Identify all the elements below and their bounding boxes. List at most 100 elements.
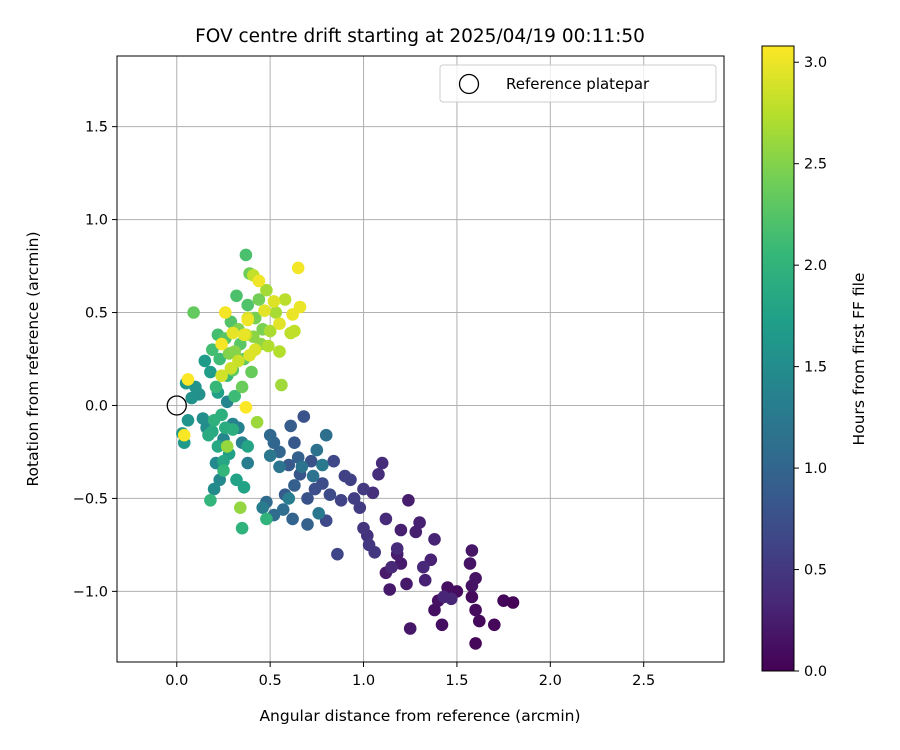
data-point: [465, 590, 479, 604]
y-tick-label: −1.0: [73, 584, 108, 600]
data-point: [304, 454, 318, 468]
data-point: [276, 503, 290, 516]
data-point: [379, 512, 393, 526]
data-point: [312, 507, 326, 520]
x-axis-label: Angular distance from reference (arcmin): [259, 707, 580, 725]
data-point: [469, 603, 482, 617]
data-point: [323, 488, 337, 502]
y-tick-label: 1.5: [85, 120, 108, 136]
colorbar-tick-label: 2.0: [804, 258, 827, 274]
data-point: [181, 414, 195, 427]
data-point: [206, 343, 219, 357]
y-tick-label: 1.0: [85, 213, 108, 229]
data-point: [263, 428, 277, 442]
legend-entry-label: Reference platepar: [506, 75, 650, 93]
colorbar-label: Hours from first FF file: [850, 273, 868, 446]
data-point: [469, 637, 482, 650]
data-point: [488, 618, 501, 632]
data-point: [228, 389, 241, 403]
x-tick-label: 0.0: [165, 673, 188, 689]
data-point: [235, 521, 249, 535]
data-point: [262, 339, 275, 353]
data-point: [357, 482, 370, 496]
colorbar-gradient: [761, 45, 795, 672]
grid: [117, 56, 724, 662]
data-point: [237, 328, 251, 342]
data-point: [435, 618, 449, 632]
data-point: [260, 283, 273, 297]
x-tick-label: 2.0: [539, 673, 562, 689]
data-point: [269, 306, 283, 319]
data-point: [217, 454, 230, 468]
colorbar-ticks: 0.0 0.5 1.0 1.5 2.0 2.5 3.0: [794, 55, 827, 680]
colorbar-tick-label: 0.5: [804, 563, 827, 579]
colorbar-tick-label: 2.5: [804, 157, 827, 173]
data-point: [256, 501, 270, 514]
y-axis-label: Rotation from reference (arcmin): [24, 231, 42, 486]
data-point: [202, 428, 215, 442]
data-point: [263, 449, 277, 463]
y-tick-label: 0.0: [85, 398, 108, 414]
data-point: [316, 458, 329, 472]
data-point: [469, 572, 482, 585]
data-point: [177, 428, 191, 442]
data-point: [217, 464, 230, 477]
data-point: [506, 596, 520, 609]
data-point: [241, 456, 254, 470]
data-point: [252, 274, 266, 288]
data-point: [473, 614, 486, 628]
colorbar-tick-label: 1.5: [804, 360, 827, 376]
data-point: [445, 592, 458, 606]
data-point: [196, 412, 210, 425]
data-point: [273, 317, 286, 331]
data-point: [273, 460, 286, 474]
data-point: [383, 583, 397, 596]
data-point: [219, 306, 232, 319]
data-point: [239, 401, 253, 414]
data-point: [319, 428, 333, 442]
data-point: [239, 248, 253, 262]
data-point: [417, 560, 430, 574]
data-point: [400, 577, 413, 591]
data-point: [258, 304, 271, 318]
plot-frame: [116, 55, 725, 663]
data-point: [301, 492, 314, 505]
data-point: [308, 482, 322, 496]
data-point: [347, 492, 361, 505]
data-point: [252, 293, 266, 306]
data-point: [198, 354, 212, 368]
data-point: [402, 494, 415, 507]
data-point: [375, 456, 389, 470]
colorbar: 0.0 0.5 1.0 1.5 2.0 2.5 3.0 Hours from first F…: [761, 45, 868, 680]
legend-marker-icon: [458, 73, 480, 95]
data-point: [428, 533, 441, 546]
data-point: [306, 469, 320, 483]
x-tick-label: 1.5: [445, 673, 468, 689]
data-point: [334, 494, 348, 507]
data-point: [301, 518, 314, 531]
data-point: [338, 469, 352, 483]
data-point: [295, 460, 309, 474]
data-point: [207, 414, 221, 427]
data-point: [207, 482, 221, 496]
data-point: [220, 440, 234, 453]
data-point: [263, 324, 277, 338]
data-point: [181, 373, 195, 386]
data-point: [185, 391, 198, 405]
data-point: [187, 306, 200, 319]
data-point: [215, 337, 228, 351]
data-point: [327, 454, 341, 468]
data-point: [284, 419, 298, 433]
data-point: [497, 594, 510, 607]
data-point: [357, 521, 370, 535]
x-tick-label: 1.0: [352, 673, 375, 689]
chart-title: FOV centre drift starting at 2025/04/19 …: [195, 26, 645, 47]
data-point: [282, 492, 296, 505]
colorbar-tick-label: 1.0: [804, 461, 827, 477]
data-point: [463, 557, 477, 570]
y-tick-label: −0.5: [73, 491, 108, 507]
data-point: [413, 516, 426, 529]
data-point: [385, 560, 398, 574]
data-point: [250, 415, 264, 429]
